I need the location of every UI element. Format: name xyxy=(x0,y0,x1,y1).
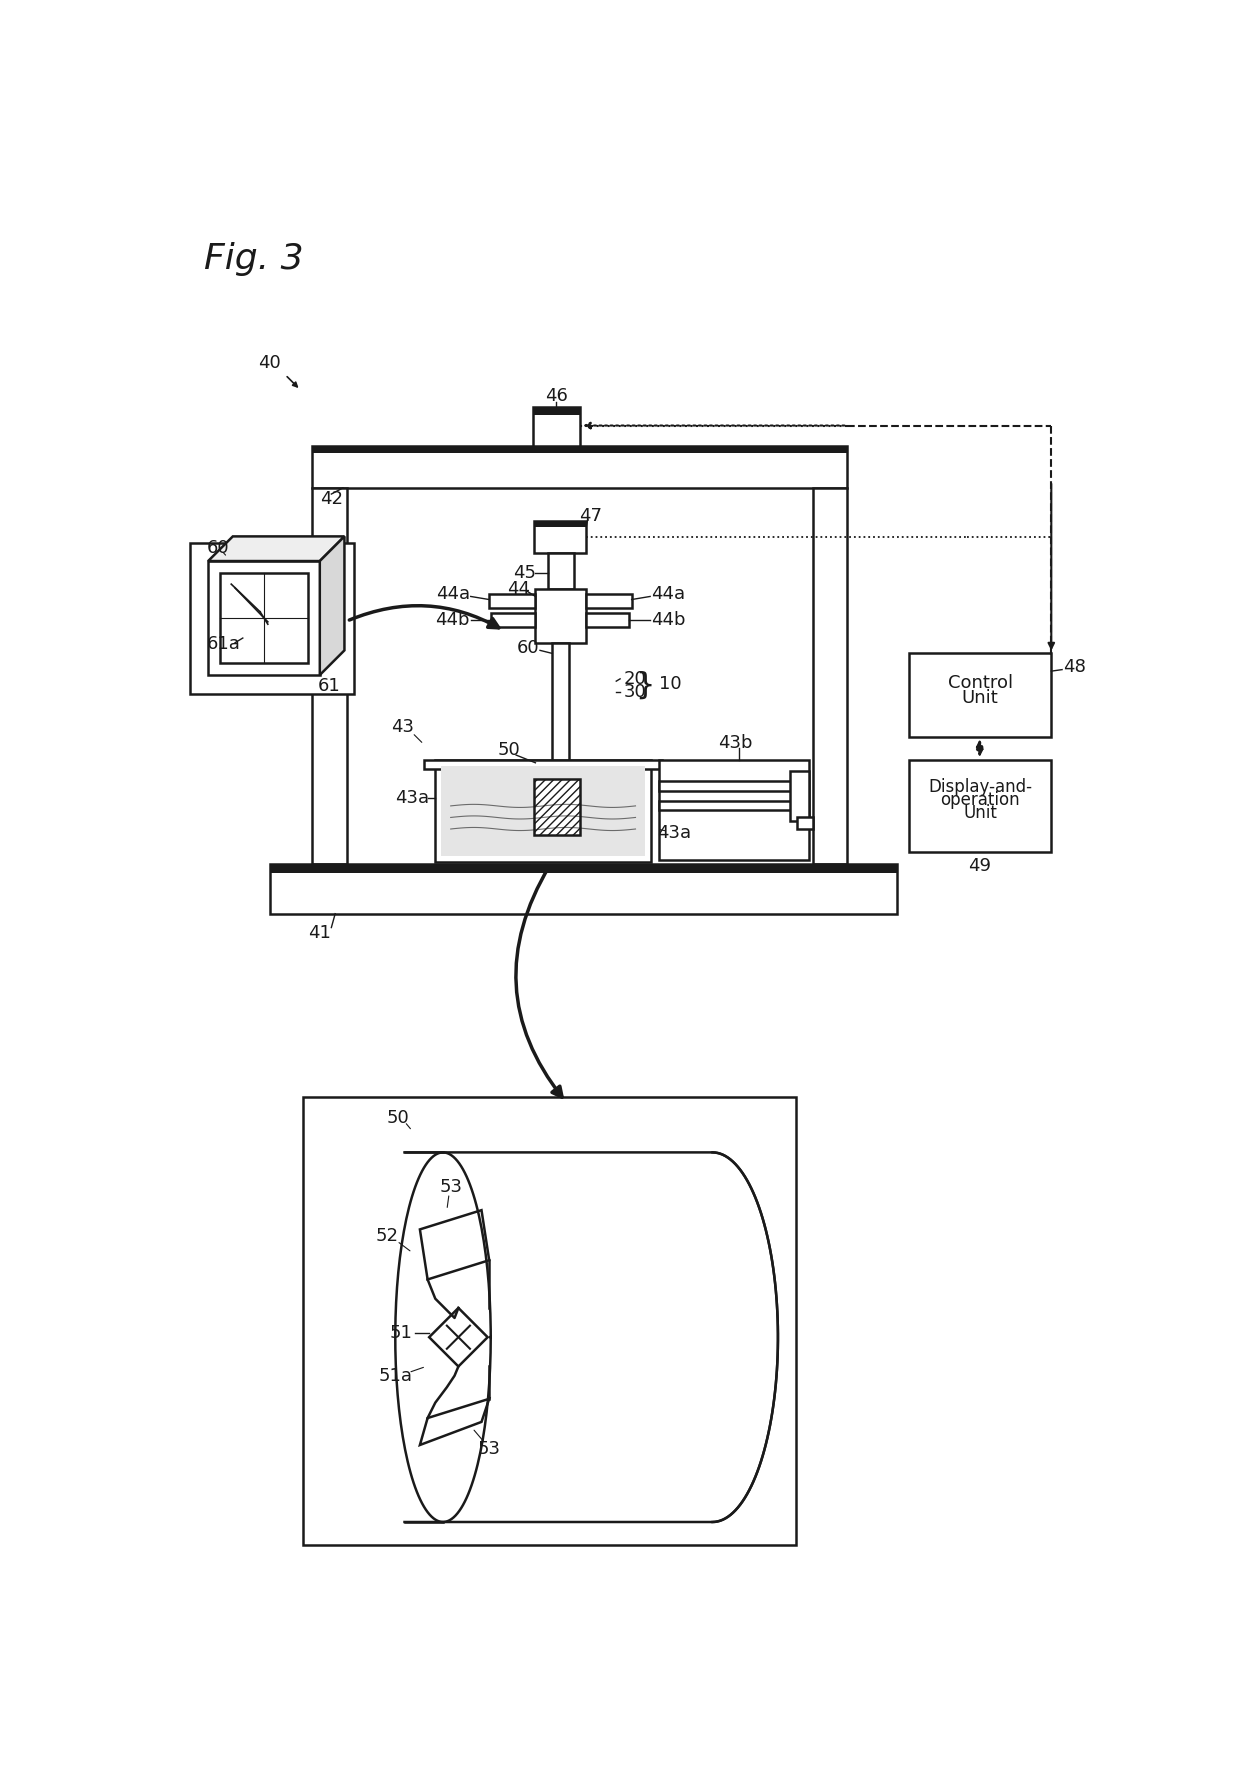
Text: }: } xyxy=(635,671,655,699)
Text: 48: 48 xyxy=(1063,659,1086,676)
Text: 53: 53 xyxy=(477,1440,501,1457)
Bar xyxy=(312,446,847,453)
Bar xyxy=(534,522,587,527)
Polygon shape xyxy=(429,1308,487,1367)
Bar xyxy=(534,522,587,554)
Text: 10: 10 xyxy=(658,674,681,694)
Polygon shape xyxy=(208,536,345,561)
Text: 61a: 61a xyxy=(207,635,241,653)
Text: 51a: 51a xyxy=(378,1367,412,1384)
Text: 49: 49 xyxy=(968,857,991,875)
Bar xyxy=(812,488,847,864)
Bar xyxy=(441,765,645,856)
Text: 44a: 44a xyxy=(651,586,684,604)
Bar xyxy=(533,406,580,446)
Text: 41: 41 xyxy=(309,925,331,943)
Text: 44a: 44a xyxy=(435,586,470,604)
Text: 50: 50 xyxy=(387,1109,409,1127)
Text: Display-and-: Display-and- xyxy=(928,777,1032,795)
Text: 44b: 44b xyxy=(435,611,470,628)
Bar xyxy=(490,595,536,609)
Text: Control: Control xyxy=(947,674,1013,692)
Text: 42: 42 xyxy=(320,490,342,508)
Text: 44: 44 xyxy=(507,580,529,598)
Text: 50: 50 xyxy=(497,742,520,760)
Text: 52: 52 xyxy=(376,1227,399,1244)
Bar xyxy=(587,614,630,627)
Bar xyxy=(909,653,1052,737)
Bar xyxy=(303,1097,796,1544)
Bar xyxy=(534,779,580,836)
Text: 30: 30 xyxy=(624,683,647,701)
Text: 47: 47 xyxy=(579,508,603,525)
Bar xyxy=(536,589,587,643)
Bar xyxy=(533,406,580,415)
Text: 43: 43 xyxy=(392,719,414,737)
Bar xyxy=(191,543,355,694)
Polygon shape xyxy=(420,1399,490,1445)
Bar xyxy=(797,818,812,829)
Text: 61: 61 xyxy=(317,676,341,694)
Bar xyxy=(658,760,808,859)
Bar xyxy=(270,864,898,914)
Bar xyxy=(312,488,347,864)
Text: Unit: Unit xyxy=(963,804,997,822)
Text: 45: 45 xyxy=(513,564,536,582)
Text: 46: 46 xyxy=(544,387,568,405)
Text: 43b: 43b xyxy=(718,733,753,753)
Text: 60: 60 xyxy=(207,540,229,557)
Bar xyxy=(270,864,898,873)
Bar xyxy=(548,554,574,589)
Text: 20: 20 xyxy=(624,669,647,689)
Polygon shape xyxy=(420,1211,490,1280)
Bar xyxy=(909,760,1052,852)
Bar xyxy=(552,643,569,829)
Text: 44b: 44b xyxy=(651,611,686,628)
Text: Fig. 3: Fig. 3 xyxy=(205,241,304,277)
Bar xyxy=(790,772,808,822)
Bar xyxy=(208,561,320,674)
Text: 43a: 43a xyxy=(657,824,691,841)
Text: 60: 60 xyxy=(517,639,539,657)
Text: 53: 53 xyxy=(439,1179,463,1196)
Bar xyxy=(219,573,309,664)
Text: 43a: 43a xyxy=(396,790,429,808)
Bar xyxy=(312,446,847,488)
Bar xyxy=(435,760,651,863)
Bar xyxy=(658,781,797,790)
Bar xyxy=(587,595,631,609)
Polygon shape xyxy=(320,536,345,674)
Bar xyxy=(491,614,536,627)
Text: 40: 40 xyxy=(258,355,281,373)
Text: operation: operation xyxy=(940,790,1019,809)
Text: Unit: Unit xyxy=(962,689,998,706)
Bar xyxy=(658,801,797,809)
Text: 51: 51 xyxy=(389,1324,412,1342)
Bar xyxy=(424,760,662,769)
